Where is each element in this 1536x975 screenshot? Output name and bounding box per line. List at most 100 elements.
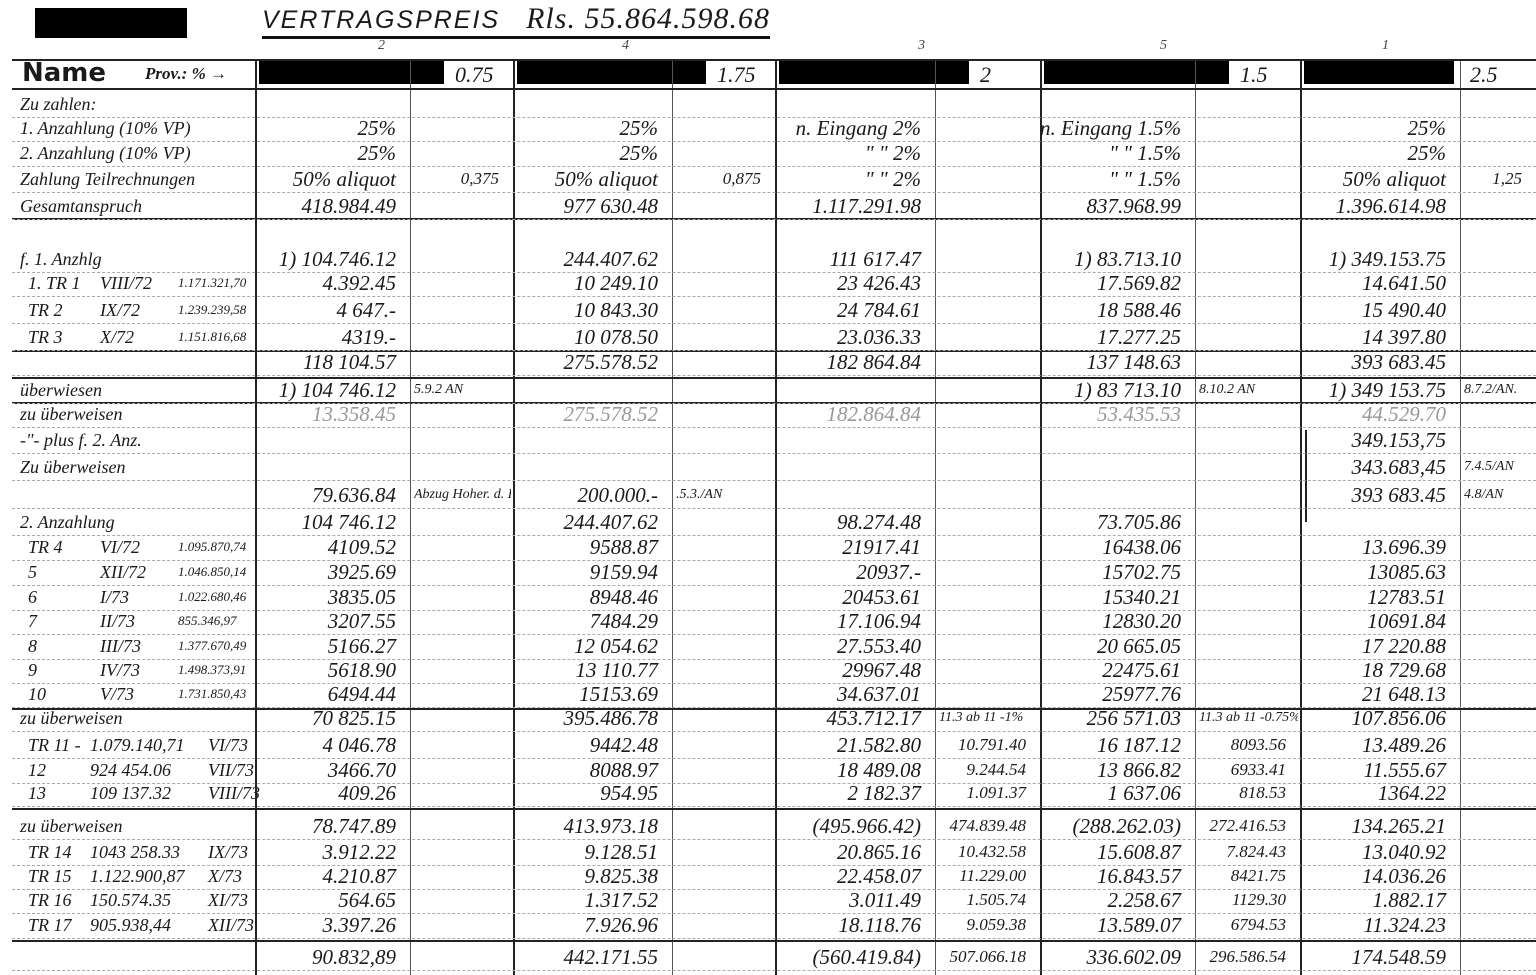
cell-value: 25% <box>357 116 397 140</box>
cell-value: 272.416.53 <box>1209 816 1287 835</box>
row-label: 1.095.870,74 <box>178 539 247 554</box>
cell-value: 50% aliquot <box>292 167 396 191</box>
row-label: 10 <box>28 684 46 704</box>
cell-value: 349.153,75 <box>1351 428 1447 452</box>
cell-value: 12 054.62 <box>574 634 658 658</box>
row-label: TR 4 <box>28 537 63 557</box>
row-rule <box>12 350 1536 351</box>
cell-value: 15340.21 <box>1102 585 1181 609</box>
cell-value: 4 647.- <box>336 298 397 322</box>
row-rule <box>12 192 1536 193</box>
cell-value: 9.059.38 <box>966 915 1027 934</box>
cell-value: 13.696.39 <box>1362 535 1446 559</box>
row-label: TR 14 <box>28 842 72 862</box>
cell-value: 15702.75 <box>1102 560 1181 584</box>
table-row: 6 I/73 1.022.680,46 3835.05 8948.46 20453.61 1… <box>0 584 1536 610</box>
cell-value: 18 588.46 <box>1097 298 1181 322</box>
row-label: II/73 <box>100 611 135 631</box>
cell-value: 25% <box>619 116 659 140</box>
cell-value: 2.258.67 <box>1107 888 1182 912</box>
cell-value: 17.277.25 <box>1097 325 1181 349</box>
row-divider <box>12 88 1536 90</box>
cell-value: 9.244.54 <box>966 760 1027 779</box>
row-label: XI/73 <box>208 890 248 910</box>
row-label: Zu überweisen <box>20 457 126 477</box>
redacted-name <box>259 60 444 84</box>
cell-value: 25977.76 <box>1102 682 1181 706</box>
row-label: 1. Anzahlung (10% VP) <box>20 118 191 138</box>
cell-value: 200.000.- <box>577 483 659 507</box>
row-label: 1.377.670,49 <box>178 638 247 653</box>
cell-value: 10.432.58 <box>958 842 1026 861</box>
cell-value: 29967.48 <box>842 658 921 682</box>
row-rule <box>12 141 1536 142</box>
row-rule <box>12 535 1536 536</box>
cell-value: 9588.87 <box>589 535 658 559</box>
column-number: 5 <box>1160 38 1167 53</box>
cell-value: 15153.69 <box>579 682 658 706</box>
cell-value: 10691.84 <box>1367 609 1446 633</box>
cell-value: 3835.05 <box>327 585 396 609</box>
cell-value: 8421.75 <box>1230 866 1286 885</box>
table-row: 1. Anzahlung (10% VP) 25% 25% n. Eingang 2%… <box>0 115 1536 141</box>
row-label: Zu zahlen: <box>20 94 97 114</box>
cell-value: 5166.27 <box>327 634 396 658</box>
cell-value: 20 665.05 <box>1097 634 1181 658</box>
row-label: 2. Anzahlung (10% VP) <box>20 143 191 163</box>
cell-value: 8.10.2 AN <box>1199 382 1256 397</box>
row-divider <box>12 708 1536 710</box>
cell-value: 1) 104.746.12 <box>278 247 396 271</box>
cell-value: 1 637.06 <box>1107 781 1182 805</box>
row-divider <box>12 59 1536 61</box>
cell-value: 244.407.62 <box>563 247 659 271</box>
column-number: 2 <box>378 38 385 53</box>
row-label: TR 15 <box>28 866 72 886</box>
cell-value: 24 784.61 <box>837 298 921 322</box>
cell-value: 13.040.92 <box>1362 840 1446 864</box>
row-divider <box>12 940 1536 942</box>
row-divider <box>12 808 1536 810</box>
row-rule <box>12 427 1536 428</box>
cell-value: Abzug Hoher. d. Kunden <box>414 487 511 502</box>
table-row: TR 14 1043 258.33 IX/73 3.912.22 9.128.51 20.… <box>0 839 1536 865</box>
cell-value: 474.839.48 <box>949 816 1027 835</box>
cell-value: 275.578.52 <box>563 350 659 374</box>
row-label: IX/73 <box>208 842 248 862</box>
cell-value: 1) 104 746.12 <box>278 378 396 402</box>
row-label: 905.938,44 <box>90 915 171 935</box>
cell-value: 4109.52 <box>327 535 396 559</box>
table-row: 10 V/73 1.731.850,43 6494.44 15153.69 34.637.… <box>0 681 1536 707</box>
cell-value: 837.968.99 <box>1086 194 1182 218</box>
row-label: VII/73 <box>208 760 254 780</box>
cell-value: 4319.- <box>341 325 396 349</box>
cell-value: 2 182.37 <box>847 781 922 805</box>
cell-value: 1) 83 713.10 <box>1074 378 1181 402</box>
cell-value: (495.966.42) <box>812 814 922 838</box>
row-label: IX/72 <box>100 300 140 320</box>
table-row: 8 III/73 1.377.670,49 5166.27 12 054.62 27.55… <box>0 633 1536 659</box>
row-rule <box>12 970 1536 971</box>
redacted-block <box>35 8 187 38</box>
column-divider <box>672 60 673 975</box>
redacted-name <box>1044 60 1229 84</box>
cell-value: 9159.94 <box>589 560 658 584</box>
name-label: Name <box>22 58 107 88</box>
cell-value: 413.973.18 <box>563 814 659 838</box>
row-label: f. 1. Anzhlg <box>20 249 102 269</box>
row-label: TR 3 <box>28 327 63 347</box>
cell-value: 137 148.63 <box>1086 350 1182 374</box>
row-rule <box>12 166 1536 167</box>
commission-rate: 1.75 <box>717 62 756 87</box>
cell-value: 118 104.57 <box>303 350 396 374</box>
cell-value: 90.832,89 <box>312 945 396 969</box>
cell-value: 25% <box>1407 141 1447 165</box>
row-label: 1.498.373,91 <box>178 662 247 677</box>
table-row: TR 15 1.122.900,87 X/73 4.210.87 9.825.38 22.… <box>0 863 1536 889</box>
row-rule <box>12 839 1536 840</box>
cell-value: 1.117.291.98 <box>812 194 921 218</box>
table-row: überwiesen 1) 104 746.12 5.9.2 AN 1) 83 713… <box>0 377 1536 403</box>
redacted-name <box>779 60 969 84</box>
cell-value: 1,25 <box>1492 169 1522 188</box>
cell-value: 6494.44 <box>327 682 396 706</box>
cell-value: 9.825.38 <box>584 864 659 888</box>
